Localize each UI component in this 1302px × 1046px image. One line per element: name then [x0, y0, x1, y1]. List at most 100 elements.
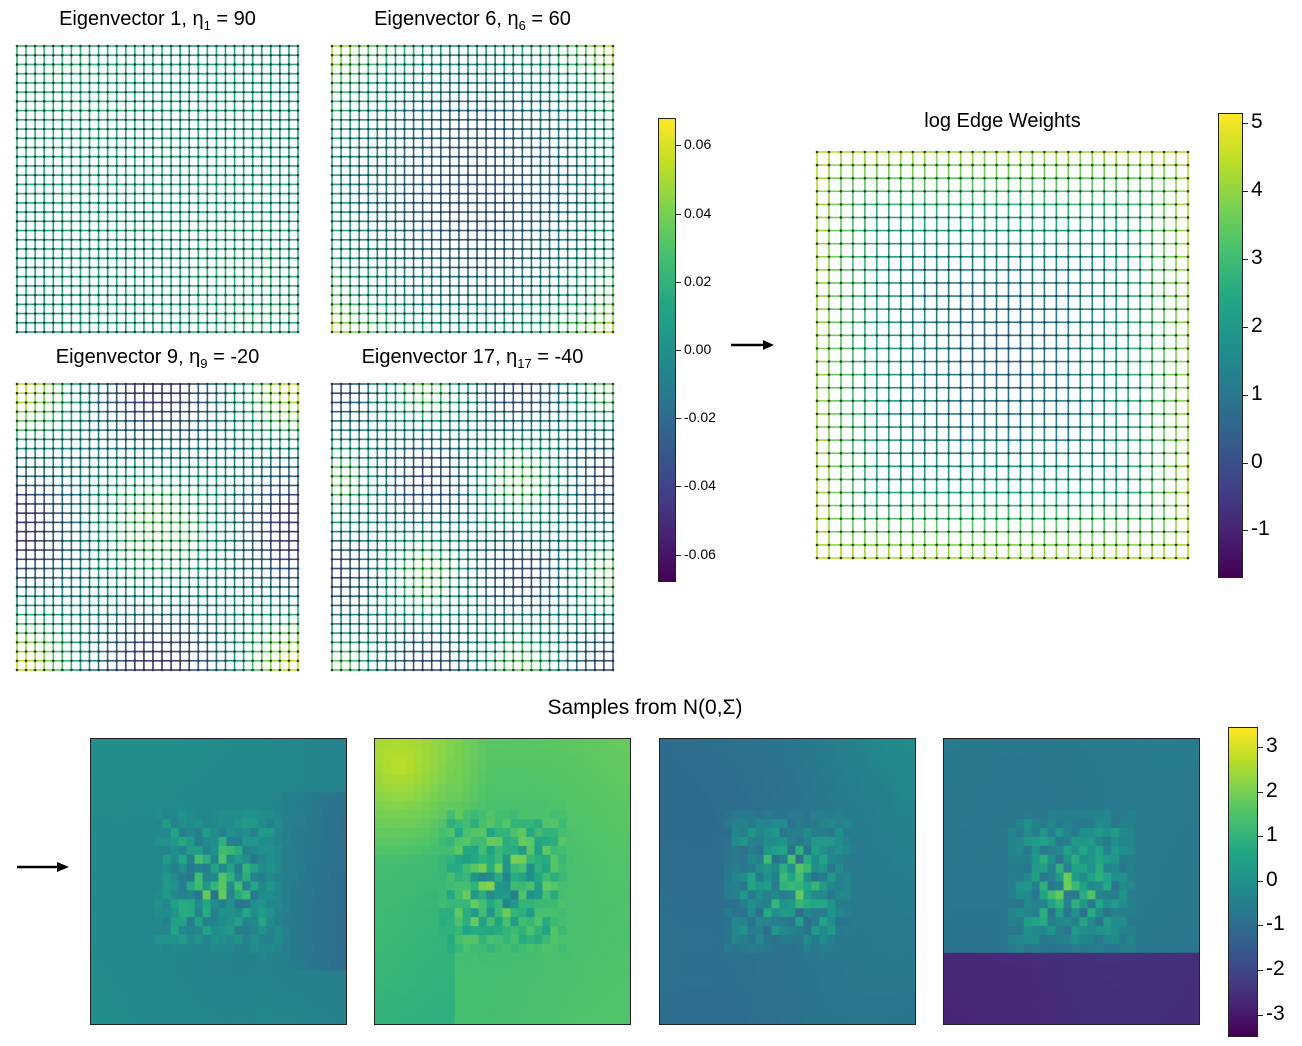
ev1-node — [242, 192, 245, 195]
ev1-node — [15, 90, 19, 94]
ev1-node — [187, 321, 191, 325]
ev1-node — [106, 118, 109, 122]
ev1-node — [233, 109, 236, 112]
ev1-node — [233, 72, 236, 75]
ev1-node — [169, 229, 173, 232]
ev1-node — [106, 330, 109, 334]
ev1-node — [251, 146, 254, 149]
ev1-node — [33, 90, 37, 94]
ev1-node — [88, 136, 91, 140]
ev1-node — [160, 219, 164, 223]
ev1-node — [196, 284, 200, 288]
ev1-title: Eigenvector 1, η1 = 90 — [59, 8, 256, 33]
ev1-node — [169, 219, 173, 223]
ev1-node — [70, 303, 73, 306]
ev1-node — [260, 63, 264, 66]
ev1-node — [296, 44, 300, 48]
ev1-node — [178, 321, 182, 325]
ev1-node — [242, 53, 245, 57]
ev1-node — [133, 118, 137, 122]
ev1-node — [151, 210, 155, 214]
ev1-node — [196, 303, 200, 306]
ev1-node — [160, 229, 164, 232]
ev1-node — [278, 136, 282, 140]
ev1-node — [124, 118, 128, 122]
ev1-node — [124, 155, 128, 159]
ev1-node — [42, 219, 46, 223]
ev1-node — [133, 90, 137, 94]
ev1-node — [278, 293, 282, 297]
ev1-node — [215, 192, 218, 195]
ev1-node — [160, 81, 164, 85]
ev1-node — [260, 266, 264, 269]
ev1-node — [169, 247, 173, 251]
ev1-node — [15, 44, 19, 48]
ev1-node — [133, 136, 137, 140]
ev1-node — [169, 109, 173, 112]
ev1-node — [51, 266, 55, 269]
ev1-node — [70, 330, 73, 334]
ev1-node — [296, 146, 300, 149]
ev1-node — [206, 118, 209, 122]
ev1-node — [15, 229, 19, 232]
ev1-node — [178, 192, 182, 195]
ev1-node — [206, 100, 209, 103]
ev1-node — [115, 284, 119, 288]
ev1-node — [187, 229, 191, 232]
ev1-node — [124, 266, 128, 269]
ev1-node — [251, 229, 254, 232]
ev1-node — [24, 247, 28, 251]
ev1-node — [151, 312, 155, 315]
ev1-node — [151, 192, 155, 195]
ev1-node — [88, 118, 91, 122]
ev1-node — [115, 127, 119, 131]
ev1-node — [124, 81, 128, 85]
ev1-node — [133, 53, 137, 57]
ev1-node — [178, 136, 182, 140]
ev1-node — [151, 53, 155, 57]
ev1-node — [296, 321, 300, 325]
ev1-node — [33, 155, 37, 159]
ev1-node — [133, 81, 137, 85]
ev1-node — [79, 238, 82, 242]
ev1-node — [278, 192, 282, 195]
ev1-node — [169, 63, 173, 66]
ev1-node — [97, 247, 100, 251]
ev1-node — [115, 321, 119, 325]
ev1-node — [260, 219, 264, 223]
ev1-node — [88, 44, 91, 48]
ev1-node — [187, 247, 191, 251]
ev1-node — [251, 63, 254, 66]
ev1-node — [278, 44, 282, 48]
ev1-node — [196, 63, 200, 66]
ev1-node — [133, 146, 137, 149]
ev1-node — [287, 201, 291, 205]
ev1-node — [97, 63, 100, 66]
ev1-node — [287, 164, 291, 168]
ev1-node — [70, 210, 73, 214]
ev1-node — [269, 219, 273, 223]
ev1-node — [33, 127, 37, 131]
ev1-node — [278, 183, 282, 186]
ev1-node — [24, 275, 28, 278]
ev1-node — [196, 118, 200, 122]
ev1-node — [61, 192, 64, 195]
ev1-node — [251, 238, 254, 242]
ev1-node — [160, 53, 164, 57]
ev1-node — [88, 238, 91, 242]
ev1-node — [169, 293, 173, 297]
ev1-node — [296, 238, 300, 242]
ev1-node — [242, 303, 245, 306]
ev1-node — [224, 256, 227, 260]
ev1-node — [51, 136, 55, 140]
ev1-node — [251, 44, 254, 48]
ev1-node — [88, 164, 91, 168]
ev1-node — [88, 100, 91, 103]
ev1-node — [242, 293, 245, 297]
ev1-node — [24, 100, 28, 103]
ev1-node — [215, 303, 218, 306]
ev1-node — [106, 312, 109, 315]
ev1-node — [260, 127, 264, 131]
ev1-node — [269, 118, 273, 122]
ev1-node — [61, 164, 64, 168]
